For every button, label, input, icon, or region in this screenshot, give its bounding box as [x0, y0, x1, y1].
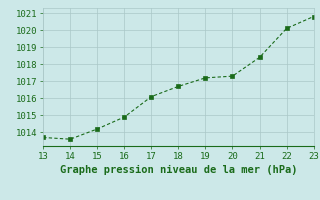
X-axis label: Graphe pression niveau de la mer (hPa): Graphe pression niveau de la mer (hPa) [60, 165, 297, 175]
